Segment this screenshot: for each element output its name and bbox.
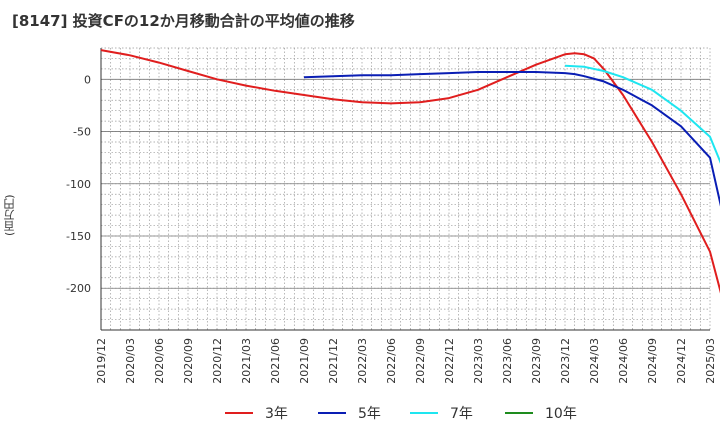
- x-tick-label: 2023/03: [472, 338, 485, 384]
- x-tick-label: 2022/12: [443, 338, 456, 384]
- x-tick-label: 2022/06: [385, 338, 398, 384]
- legend-label: 3年: [265, 406, 288, 422]
- series-line-3年: [100, 49, 720, 294]
- x-tick-label: 2022/09: [414, 338, 427, 384]
- y-tick-label: -150: [66, 230, 91, 243]
- x-tick-label: 2023/06: [501, 338, 514, 384]
- x-tick-label: 2024/09: [646, 338, 659, 384]
- series-line-5年: [303, 71, 720, 207]
- chart-title: [8147] 投資CFの12か月移動合計の平均値の推移: [12, 12, 355, 30]
- y-tick-label: -50: [73, 126, 91, 139]
- x-tick-label: 2021/03: [240, 338, 253, 384]
- series-line-7年: [564, 64, 720, 164]
- y-tick-label: -100: [66, 178, 91, 191]
- x-tick-label: 2021/09: [298, 338, 311, 384]
- x-tick-label: 2020/06: [153, 338, 166, 384]
- x-tick-label: 2024/06: [617, 338, 630, 384]
- x-tick-label: 2020/03: [124, 338, 137, 384]
- x-tick-label: 2020/12: [211, 338, 224, 384]
- x-tick-label: 2021/06: [269, 338, 282, 384]
- y-tick-label: -200: [66, 282, 91, 295]
- x-tick-label: 2021/12: [327, 338, 340, 384]
- x-tick-label: 2024/12: [675, 338, 688, 384]
- x-tick-label: 2023/09: [530, 338, 543, 384]
- y-tick-label: 0: [84, 73, 91, 86]
- x-tick-label: 2020/09: [182, 338, 195, 384]
- legend-label: 5年: [358, 406, 381, 422]
- x-tick-label: 2024/03: [588, 338, 601, 384]
- legend-label: 7年: [450, 406, 473, 422]
- x-tick-label: 2023/12: [559, 338, 572, 384]
- x-tick-label: 2025/03: [704, 338, 717, 384]
- x-tick-label: 2022/03: [356, 338, 369, 384]
- x-tick-label: 2019/12: [95, 338, 108, 384]
- legend-label: 10年: [545, 406, 577, 422]
